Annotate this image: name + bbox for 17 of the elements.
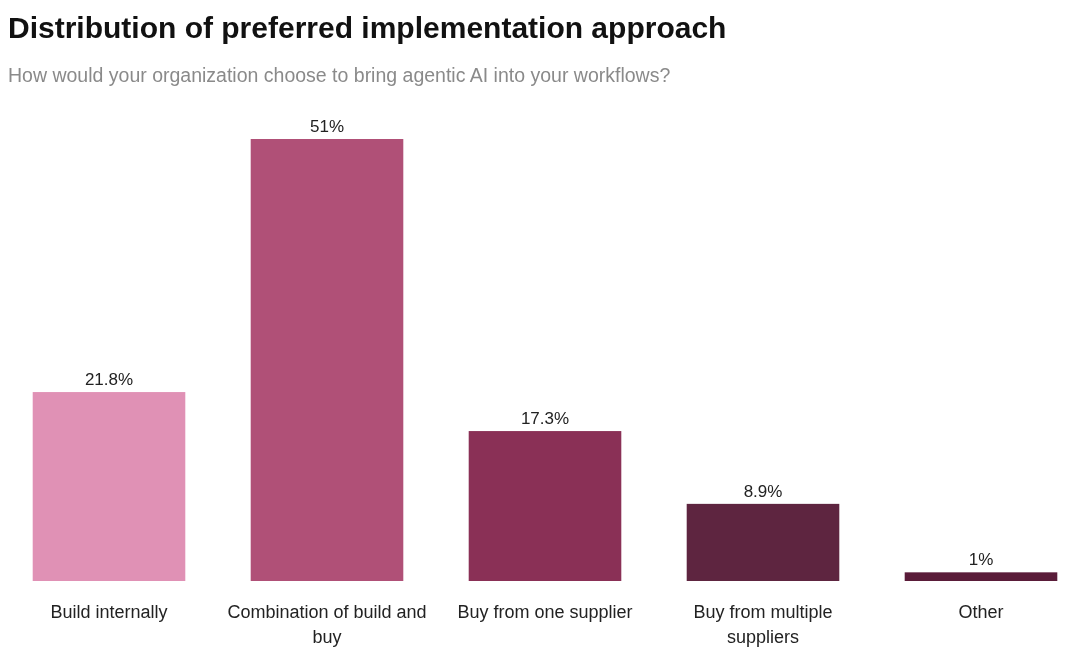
x-tick-label: Buy from one supplier — [457, 602, 633, 622]
data-label: 51% — [309, 117, 345, 136]
bar — [904, 572, 1058, 581]
data-label: 1% — [968, 550, 994, 570]
x-tick-label: Buy from multiple suppliers — [693, 602, 833, 647]
chart-title: Distribution of preferred implementation approach — [8, 11, 727, 44]
chart-subtitle: How would your organization choose to bring agentic AI into your workflows? — [8, 64, 671, 86]
x-tick-label: Other — [958, 602, 1004, 622]
bar — [686, 503, 840, 581]
bar — [468, 431, 622, 581]
data-label: 17.3% — [520, 409, 570, 429]
bar — [32, 392, 186, 581]
bar — [250, 139, 404, 581]
x-tick-label: Combination of build and buy — [227, 602, 427, 647]
x-tick-label: Build internally — [50, 602, 168, 622]
data-label: 8.9% — [743, 481, 783, 501]
data-label: 21.8% — [84, 370, 134, 390]
